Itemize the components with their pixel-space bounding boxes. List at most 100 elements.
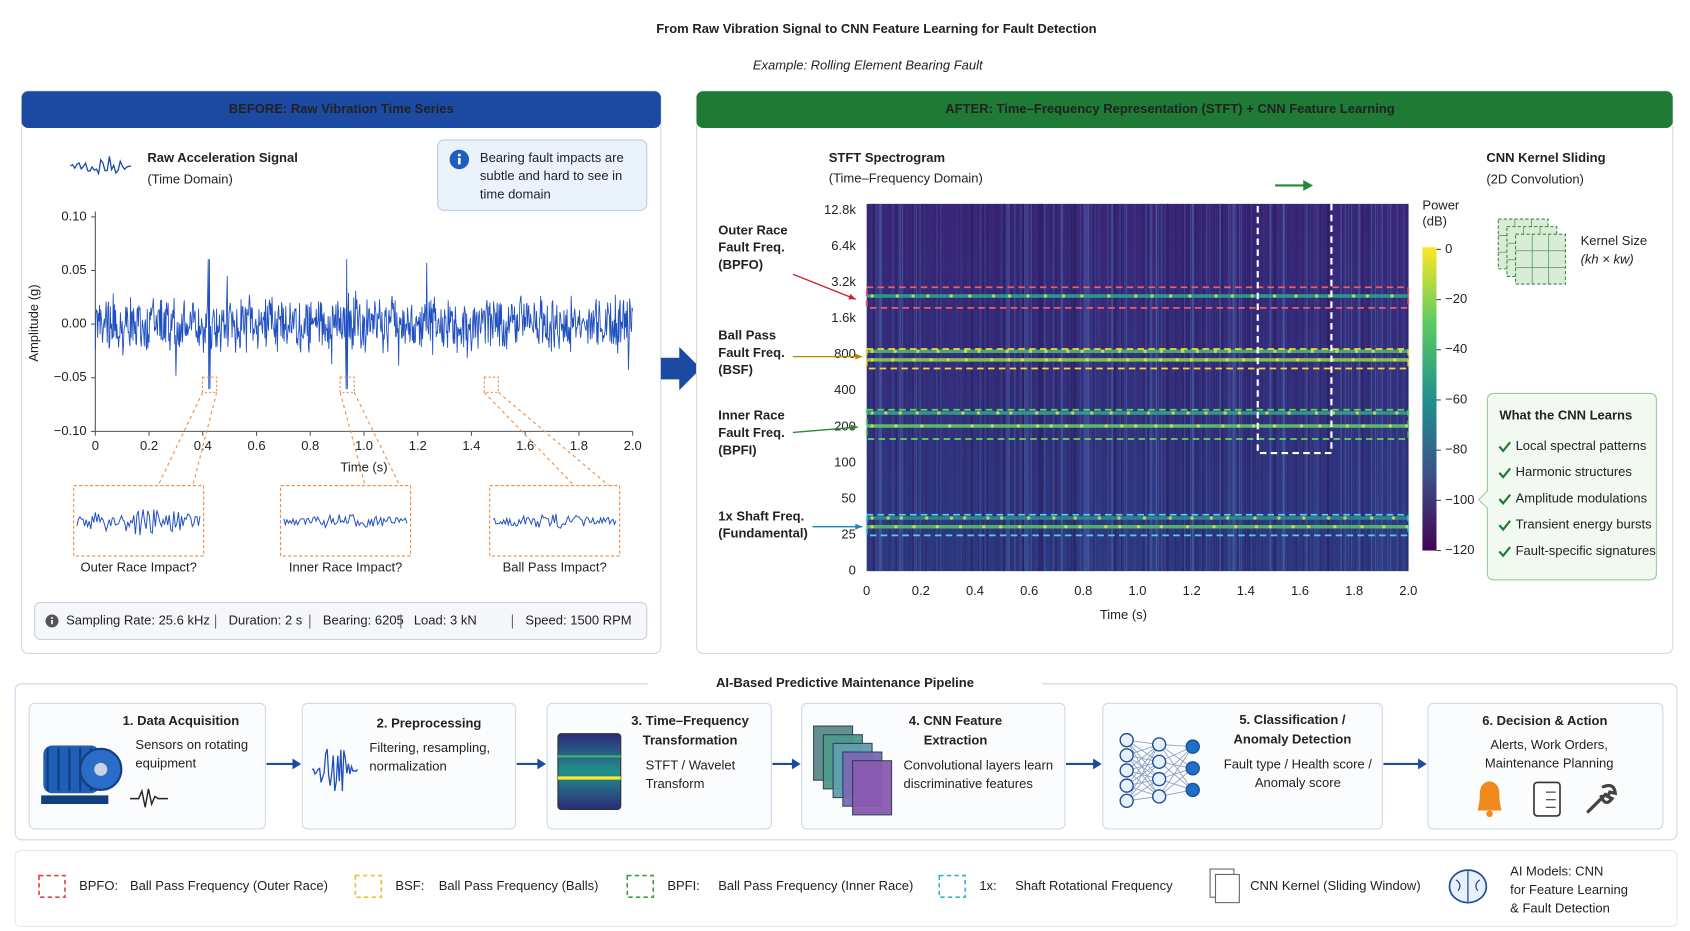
zoom-wave — [492, 513, 617, 529]
step-arrowhead — [1418, 758, 1427, 770]
motor-base — [41, 795, 109, 805]
x-tick-label: 1.8 — [570, 438, 588, 453]
y-axis-label: Amplitude (g) — [26, 284, 41, 361]
spec-peak — [1221, 424, 1225, 428]
spec-peak — [1117, 516, 1121, 520]
spectrogram — [866, 203, 1409, 572]
y-tick-label: −0.05 — [54, 369, 87, 384]
spec-peak — [1204, 411, 1208, 415]
pipeline-step — [1102, 702, 1383, 830]
legend-text: CNN Kernel (Sliding Window) — [1250, 878, 1421, 893]
signal-icon — [70, 156, 132, 176]
zoom-marker — [339, 376, 355, 393]
spec-peak — [1061, 294, 1066, 298]
spec-peak — [1310, 349, 1315, 353]
spec-peak — [1159, 358, 1163, 362]
step-desc: Anomaly score — [1255, 775, 1341, 790]
step-title: 2. Preprocessing — [377, 715, 482, 730]
spec-peak — [1146, 411, 1151, 415]
step-desc: normalization — [369, 759, 446, 774]
main-title: From Raw Vibration Signal to CNN Feature… — [656, 21, 1096, 36]
legend-key: 1x: — [979, 878, 996, 893]
spec-peak — [886, 516, 890, 520]
spec-peak — [1345, 424, 1350, 428]
spec-peak — [1291, 524, 1295, 529]
spec-peak — [977, 349, 981, 353]
spec-peak — [1109, 411, 1113, 415]
learns-item: Harmonic structures — [1516, 464, 1633, 479]
kernel-layer — [1515, 233, 1566, 285]
spec-peak — [1372, 358, 1377, 362]
check-icon — [1498, 493, 1512, 505]
spec-peak — [1049, 424, 1053, 428]
annotation: Inner Race — [718, 408, 784, 423]
spec-peak — [1253, 516, 1257, 520]
nn-node — [1185, 761, 1200, 776]
legend-swatch — [38, 874, 66, 899]
spec-peak — [912, 524, 916, 529]
spec-peak — [1209, 516, 1214, 520]
colorbar-label: Power — [1422, 197, 1460, 212]
spec-peak — [911, 294, 915, 298]
spec-peak — [1317, 358, 1321, 362]
zoom-line — [497, 391, 610, 486]
spec-peak — [1150, 294, 1154, 298]
x-tick-label: 0.6 — [1020, 583, 1038, 598]
spec-peak — [1104, 424, 1108, 428]
learns-item: Local spectral patterns — [1516, 438, 1647, 453]
legend-swatch — [354, 874, 383, 899]
info-bar — [34, 602, 648, 640]
spec-peak — [1136, 524, 1141, 529]
spec-peak — [1299, 424, 1304, 428]
brain-detail — [1455, 871, 1481, 902]
y-tick-label: 25 — [841, 526, 855, 541]
spec-peak — [1277, 516, 1281, 520]
y-tick-label: 200 — [834, 418, 856, 433]
spec-peak — [1273, 349, 1277, 353]
spec-peak — [1272, 294, 1277, 298]
step-desc: Maintenance Planning — [1485, 755, 1614, 770]
info-icon-bar — [458, 157, 461, 165]
spec-peak — [894, 524, 898, 529]
annotation-arrowhead — [848, 293, 856, 300]
x-tick-label: 1.4 — [462, 438, 480, 453]
annotation: Fault Freq. — [718, 345, 784, 360]
step-title: 3. Time–Frequency — [631, 713, 749, 728]
spec-peak — [1395, 411, 1399, 415]
info-icon-dot — [51, 617, 53, 620]
legend-text: Ball Pass Frequency (Inner Race) — [718, 878, 913, 893]
spec-peak — [924, 516, 929, 520]
x-tick-label: 1.0 — [355, 438, 373, 453]
x-tick-label: 0.8 — [301, 438, 319, 453]
spec-peak — [1007, 358, 1011, 362]
x-tick-label: 0.2 — [912, 583, 930, 598]
spec-peak — [870, 349, 874, 353]
nn-edge — [1126, 755, 1160, 797]
y-tick-label: 0.10 — [61, 208, 86, 223]
annotation: 1x Shaft Freq. — [718, 508, 804, 523]
info-text: Sampling Rate: 25.6 kHz — [66, 612, 210, 627]
zoom-box — [280, 485, 412, 557]
y-tick-label: 0.00 — [61, 316, 86, 331]
y-tick-label: 0 — [849, 563, 856, 578]
colorbar-tick-label: −20 — [1445, 291, 1467, 306]
colorbar-tick-label: −80 — [1445, 442, 1467, 457]
spec-peak — [1044, 358, 1049, 362]
x-tick-label: 0.6 — [247, 438, 265, 453]
nn-edge — [1158, 746, 1194, 780]
spec-peak — [989, 358, 994, 362]
nn-edge — [1126, 744, 1160, 786]
sensor-wave — [130, 788, 168, 808]
x-tick-label: 1.0 — [1128, 583, 1146, 598]
spec-peak — [1236, 424, 1241, 428]
spec-peak — [1369, 516, 1374, 520]
spec-peak — [1213, 349, 1218, 353]
zoom-line — [353, 392, 401, 486]
annotation: Ball Pass — [718, 327, 776, 342]
spec-peak — [870, 524, 874, 529]
x-tick-label: 1.8 — [1345, 583, 1363, 598]
spec-peak — [1168, 294, 1173, 298]
spec-peak — [1351, 294, 1356, 298]
clipboard-icon — [1533, 781, 1561, 817]
spec-peak — [1398, 349, 1403, 353]
